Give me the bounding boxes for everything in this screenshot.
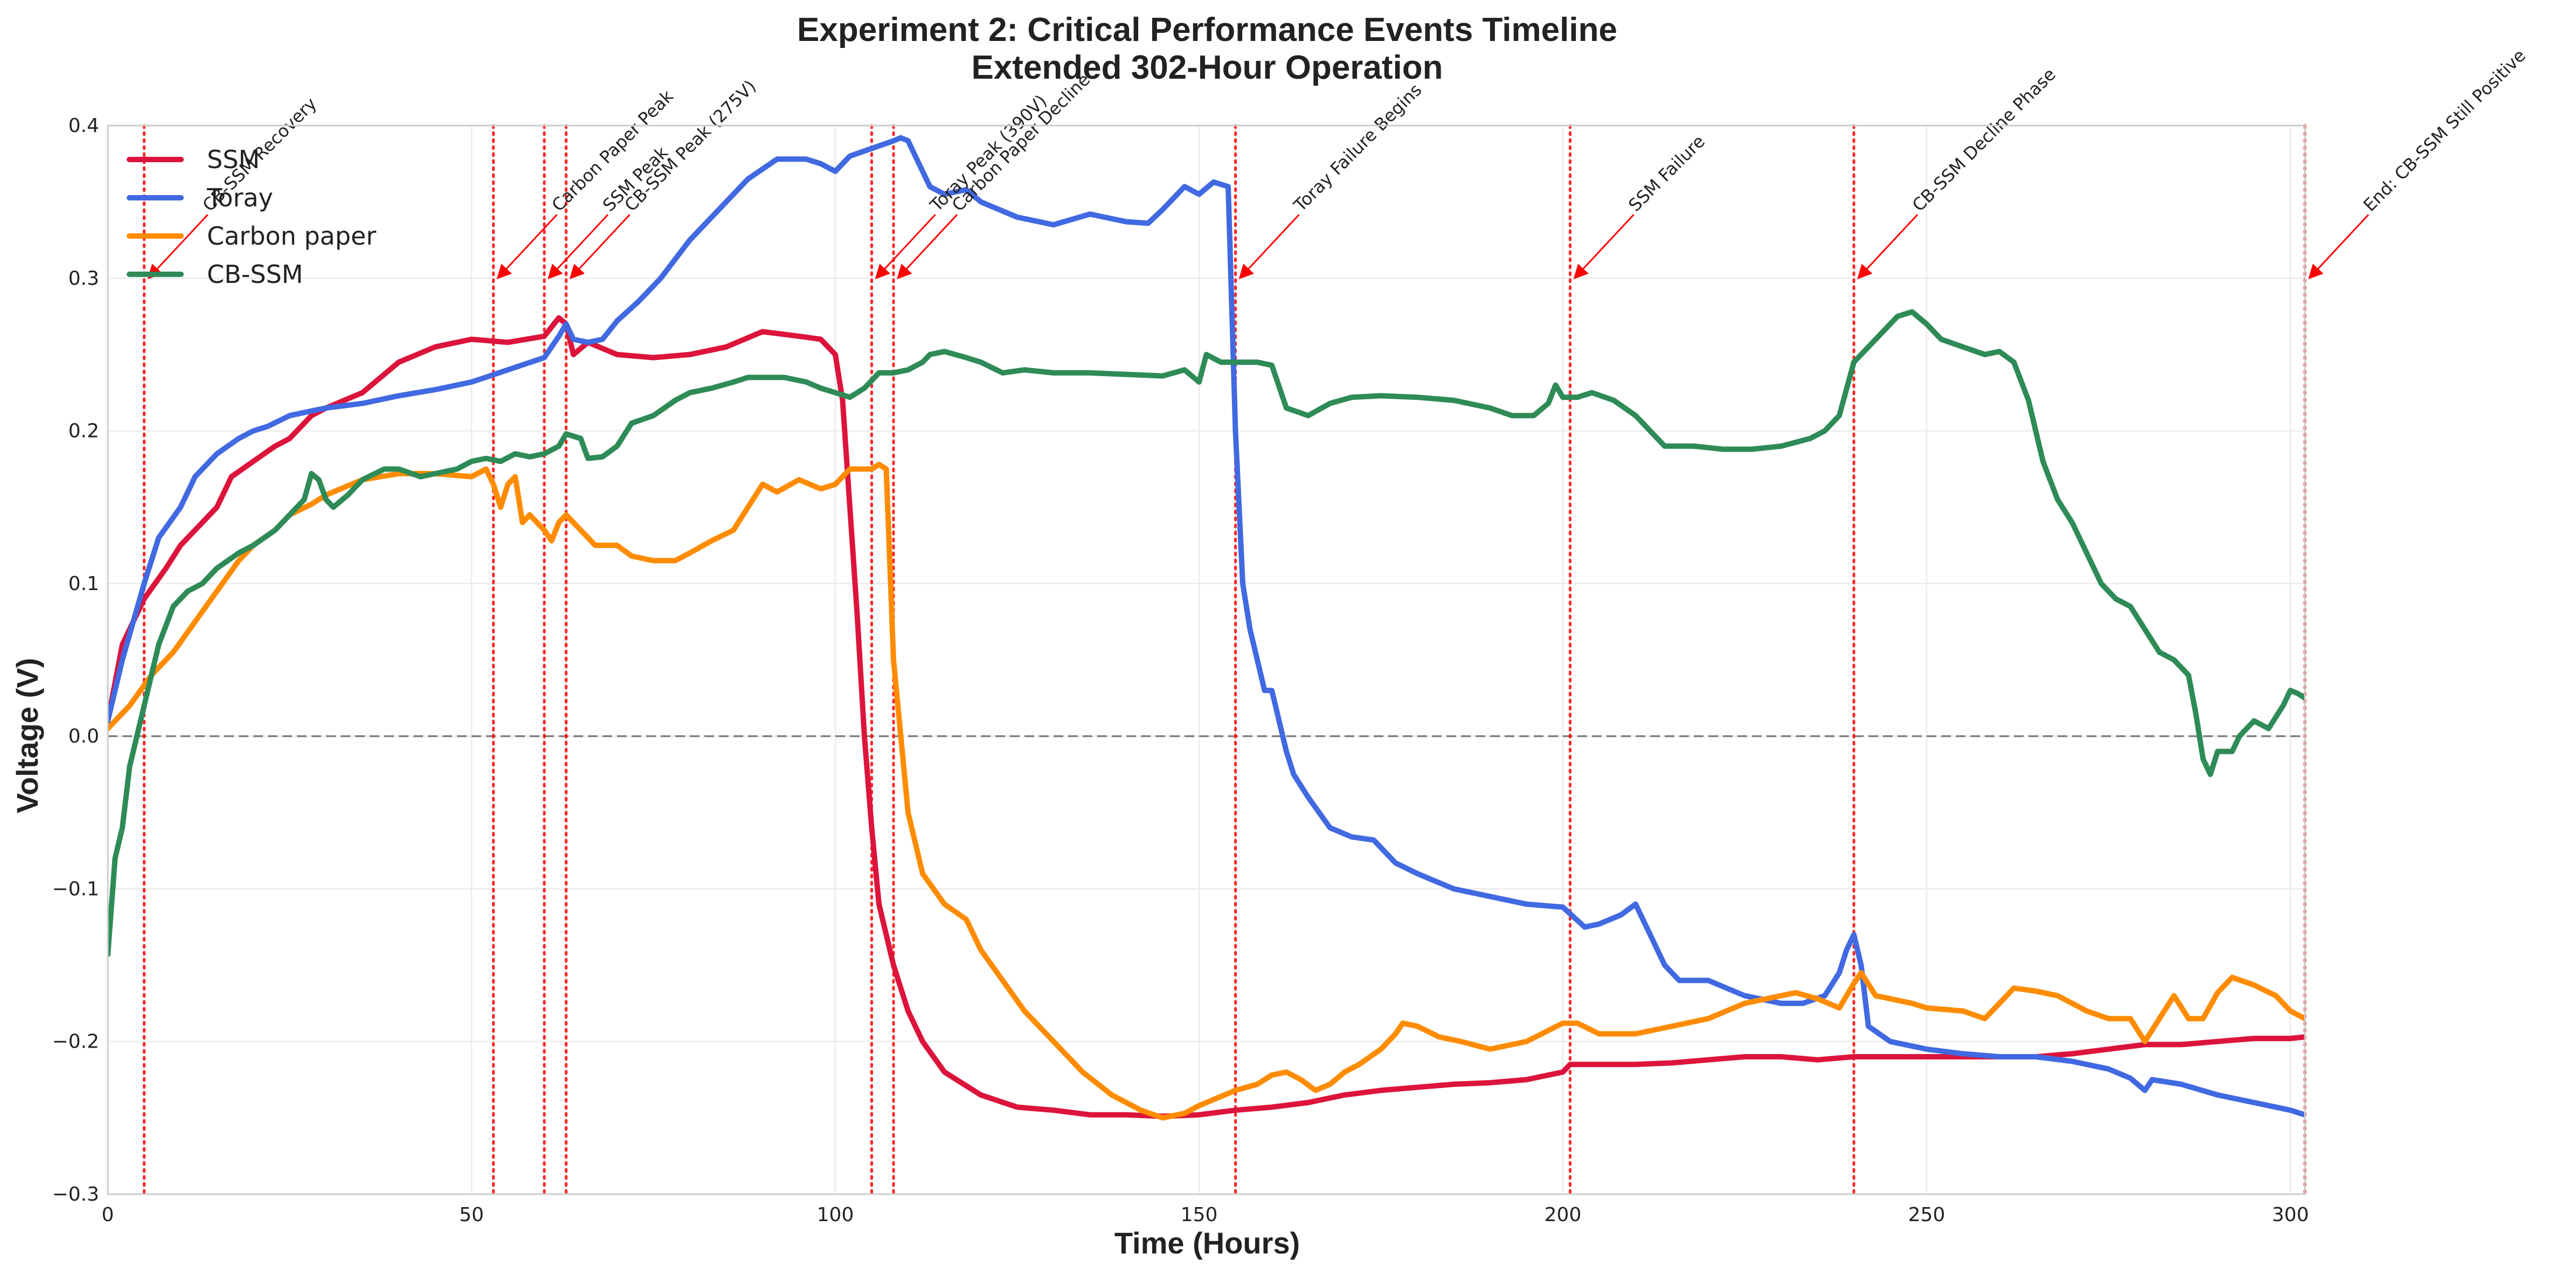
x-tick-label: 250: [1908, 1204, 1945, 1226]
event-arrow: [1573, 214, 1635, 280]
legend-label: Toray: [206, 183, 273, 212]
legend-label: SSM: [207, 145, 260, 174]
event-arrow: [897, 214, 958, 280]
event-arrow: [1857, 214, 1919, 280]
legend-label: CB-SSM: [207, 260, 303, 289]
series-line-cb-ssm: [108, 309, 2305, 958]
y-tick-label: 0.1: [68, 573, 99, 595]
y-tick-label: 0.0: [68, 725, 99, 747]
event-arrow: [875, 214, 936, 280]
y-tick-label: −0.1: [52, 878, 99, 900]
y-tick-label: 0.3: [68, 267, 99, 289]
y-tick-label: −0.2: [52, 1031, 99, 1053]
x-tick-label: 50: [459, 1204, 484, 1226]
x-tick-label: 0: [102, 1204, 114, 1226]
event-lines: [143, 124, 2307, 1196]
x-tick-label: 100: [817, 1204, 854, 1226]
event-arrow: [2308, 214, 2370, 280]
series-line-carbon-paper: [108, 461, 2305, 1121]
y-tick-label: 0.2: [68, 420, 99, 442]
tick-labels: 0 50 100 150 200 250 300 −0.3 −0.2 −0.1 0.0 0.1 0.2 0…: [52, 115, 2309, 1226]
y-tick-label: −0.3: [52, 1183, 99, 1205]
event-arrow: [1238, 214, 1300, 280]
chart-title: Experiment 2: Critical Performance Event…: [797, 11, 1617, 48]
plot-frame: [107, 124, 2306, 1195]
event-arrow: [548, 214, 609, 280]
legend: SSM Toray Carbon paper CB-SSM: [127, 145, 376, 289]
event-arrow: [496, 214, 558, 280]
plot-border: [107, 124, 2306, 1195]
series-line-ssm: [108, 315, 2305, 1119]
y-tick-label: 0.4: [68, 115, 99, 137]
series-line-toray: [108, 135, 2305, 1118]
x-tick-label: 200: [1545, 1204, 1582, 1226]
legend-label: Carbon paper: [207, 221, 376, 251]
chart-subtitle: Extended 302-Hour Operation: [971, 49, 1443, 86]
series-lines: [108, 135, 2305, 1121]
x-tick-label: 150: [1181, 1204, 1218, 1226]
event-arrow: [569, 214, 631, 280]
x-axis-label: Time (Hours): [1114, 1226, 1300, 1260]
y-axis-label: Voltage (V): [10, 658, 44, 813]
x-tick-label: 300: [2272, 1204, 2309, 1226]
event-arrow: [147, 214, 209, 280]
